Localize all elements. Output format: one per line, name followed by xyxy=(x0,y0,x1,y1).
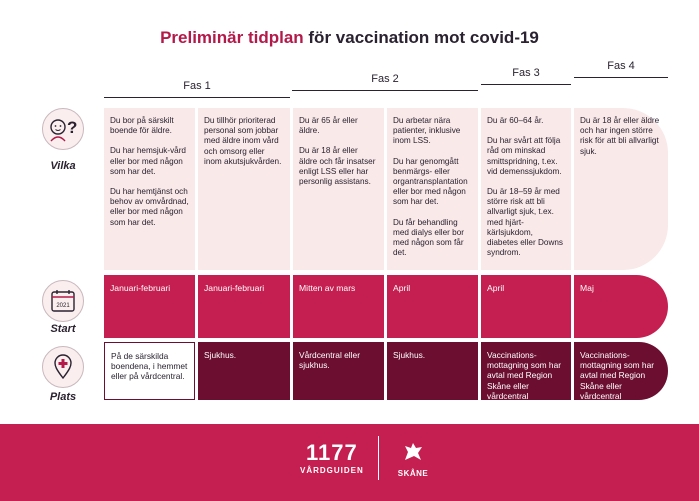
start-cell-4: April xyxy=(387,275,478,338)
start-cell-5: April xyxy=(481,275,571,338)
title-rest: för vaccination mot covid-19 xyxy=(303,28,539,47)
vilka-text: Du har svårt att följa råd om minskad sm… xyxy=(487,136,562,176)
calendar-year: 2021 xyxy=(56,303,70,309)
phase-line-2 xyxy=(292,90,478,91)
logo-sub: VÅRDGUIDEN xyxy=(300,466,364,475)
vilka-cell-3: Du är 65 år eller äldre. Du är 18 år ell… xyxy=(293,108,384,270)
phase-header-2: Fas 2 xyxy=(371,73,399,85)
logo-region-skane: SKÅNE xyxy=(393,440,433,478)
phase-line-4 xyxy=(574,77,668,78)
start-cell-2: Januari-februari xyxy=(198,275,290,338)
vilka-text: Du är 18–59 år med större risk att bli a… xyxy=(487,187,564,258)
phase-header-1: Fas 1 xyxy=(183,80,211,92)
vilka-cell-1: Du bor på särskilt boende för äldre. Du … xyxy=(104,108,195,270)
vilka-text: Du är 65 år eller äldre. xyxy=(299,116,358,136)
phase-header-3: Fas 3 xyxy=(512,67,540,79)
title-accent: Preliminär tidplan xyxy=(160,28,304,47)
svg-text:?: ? xyxy=(67,118,77,137)
plats-cell-2: Sjukhus. xyxy=(198,342,290,400)
skane-text: SKÅNE xyxy=(397,469,429,478)
person-question-icon: ? xyxy=(42,108,84,150)
griffin-icon xyxy=(405,443,422,460)
vilka-text: Du har hemsjuk-vård eller bor med någon … xyxy=(110,146,186,176)
logo-1177-vardguiden: 1177 VÅRDGUIDEN xyxy=(300,440,364,475)
logo-number: 1177 xyxy=(306,440,358,465)
row-label-start: Start xyxy=(50,323,76,335)
row-label-vilka: Vilka xyxy=(50,160,76,172)
start-cell-3: Mitten av mars xyxy=(293,275,384,338)
phase-line-3 xyxy=(481,84,571,85)
row-label-plats: Plats xyxy=(49,391,77,403)
vilka-cell-6: Du är 18 år eller äldre och har ingen st… xyxy=(574,108,668,270)
vilka-text: Du är 60–64 år. xyxy=(487,116,544,125)
vilka-text: Du är 18 år eller äldre och har ingen st… xyxy=(580,116,660,156)
plats-cell-3: Vårdcentral eller sjukhus. xyxy=(293,342,384,400)
start-cell-6: Maj xyxy=(574,275,668,338)
calendar-icon: 2021 xyxy=(42,280,84,322)
page-title: Preliminär tidplan för vaccination mot c… xyxy=(0,28,699,48)
footer-divider xyxy=(378,436,379,480)
vilka-cell-5: Du är 60–64 år. Du har svårt att följa r… xyxy=(481,108,571,270)
plats-cell-6: Vaccinations-mottagning som har avtal me… xyxy=(574,342,668,401)
phase-line-1 xyxy=(104,97,290,98)
vilka-text: Du tillhör prioriterad personal som jobb… xyxy=(204,116,282,166)
vilka-text: Du bor på särskilt boende för äldre. xyxy=(110,116,174,136)
phase-header-4: Fas 4 xyxy=(607,60,635,72)
plats-cell-5: Vaccinations-mottagning som har avtal me… xyxy=(481,342,571,401)
start-cell-1: Januari-februari xyxy=(104,275,195,338)
vilka-text: Du har genomgått benmärgs- eller organtr… xyxy=(393,156,468,207)
plats-cell-4: Sjukhus. xyxy=(387,342,478,400)
vilka-cell-4: Du arbetar nära patienter, inklusive ino… xyxy=(387,108,478,270)
vilka-text: Du arbetar nära patienter, inklusive ino… xyxy=(393,116,461,146)
vilka-text: Du har hemtjänst och behov av omvårdnad,… xyxy=(110,187,189,227)
footer-band xyxy=(0,424,699,501)
vilka-text: Du får behandling med dialys eller bor m… xyxy=(393,217,464,258)
vilka-text: Du är 18 år eller äldre och får insatser… xyxy=(299,146,376,187)
location-pin-icon xyxy=(42,346,84,388)
plats-cell-1: På de särskilda boendena, i hemmet eller… xyxy=(104,342,195,400)
vilka-cell-2: Du tillhör prioriterad personal som jobb… xyxy=(198,108,290,270)
